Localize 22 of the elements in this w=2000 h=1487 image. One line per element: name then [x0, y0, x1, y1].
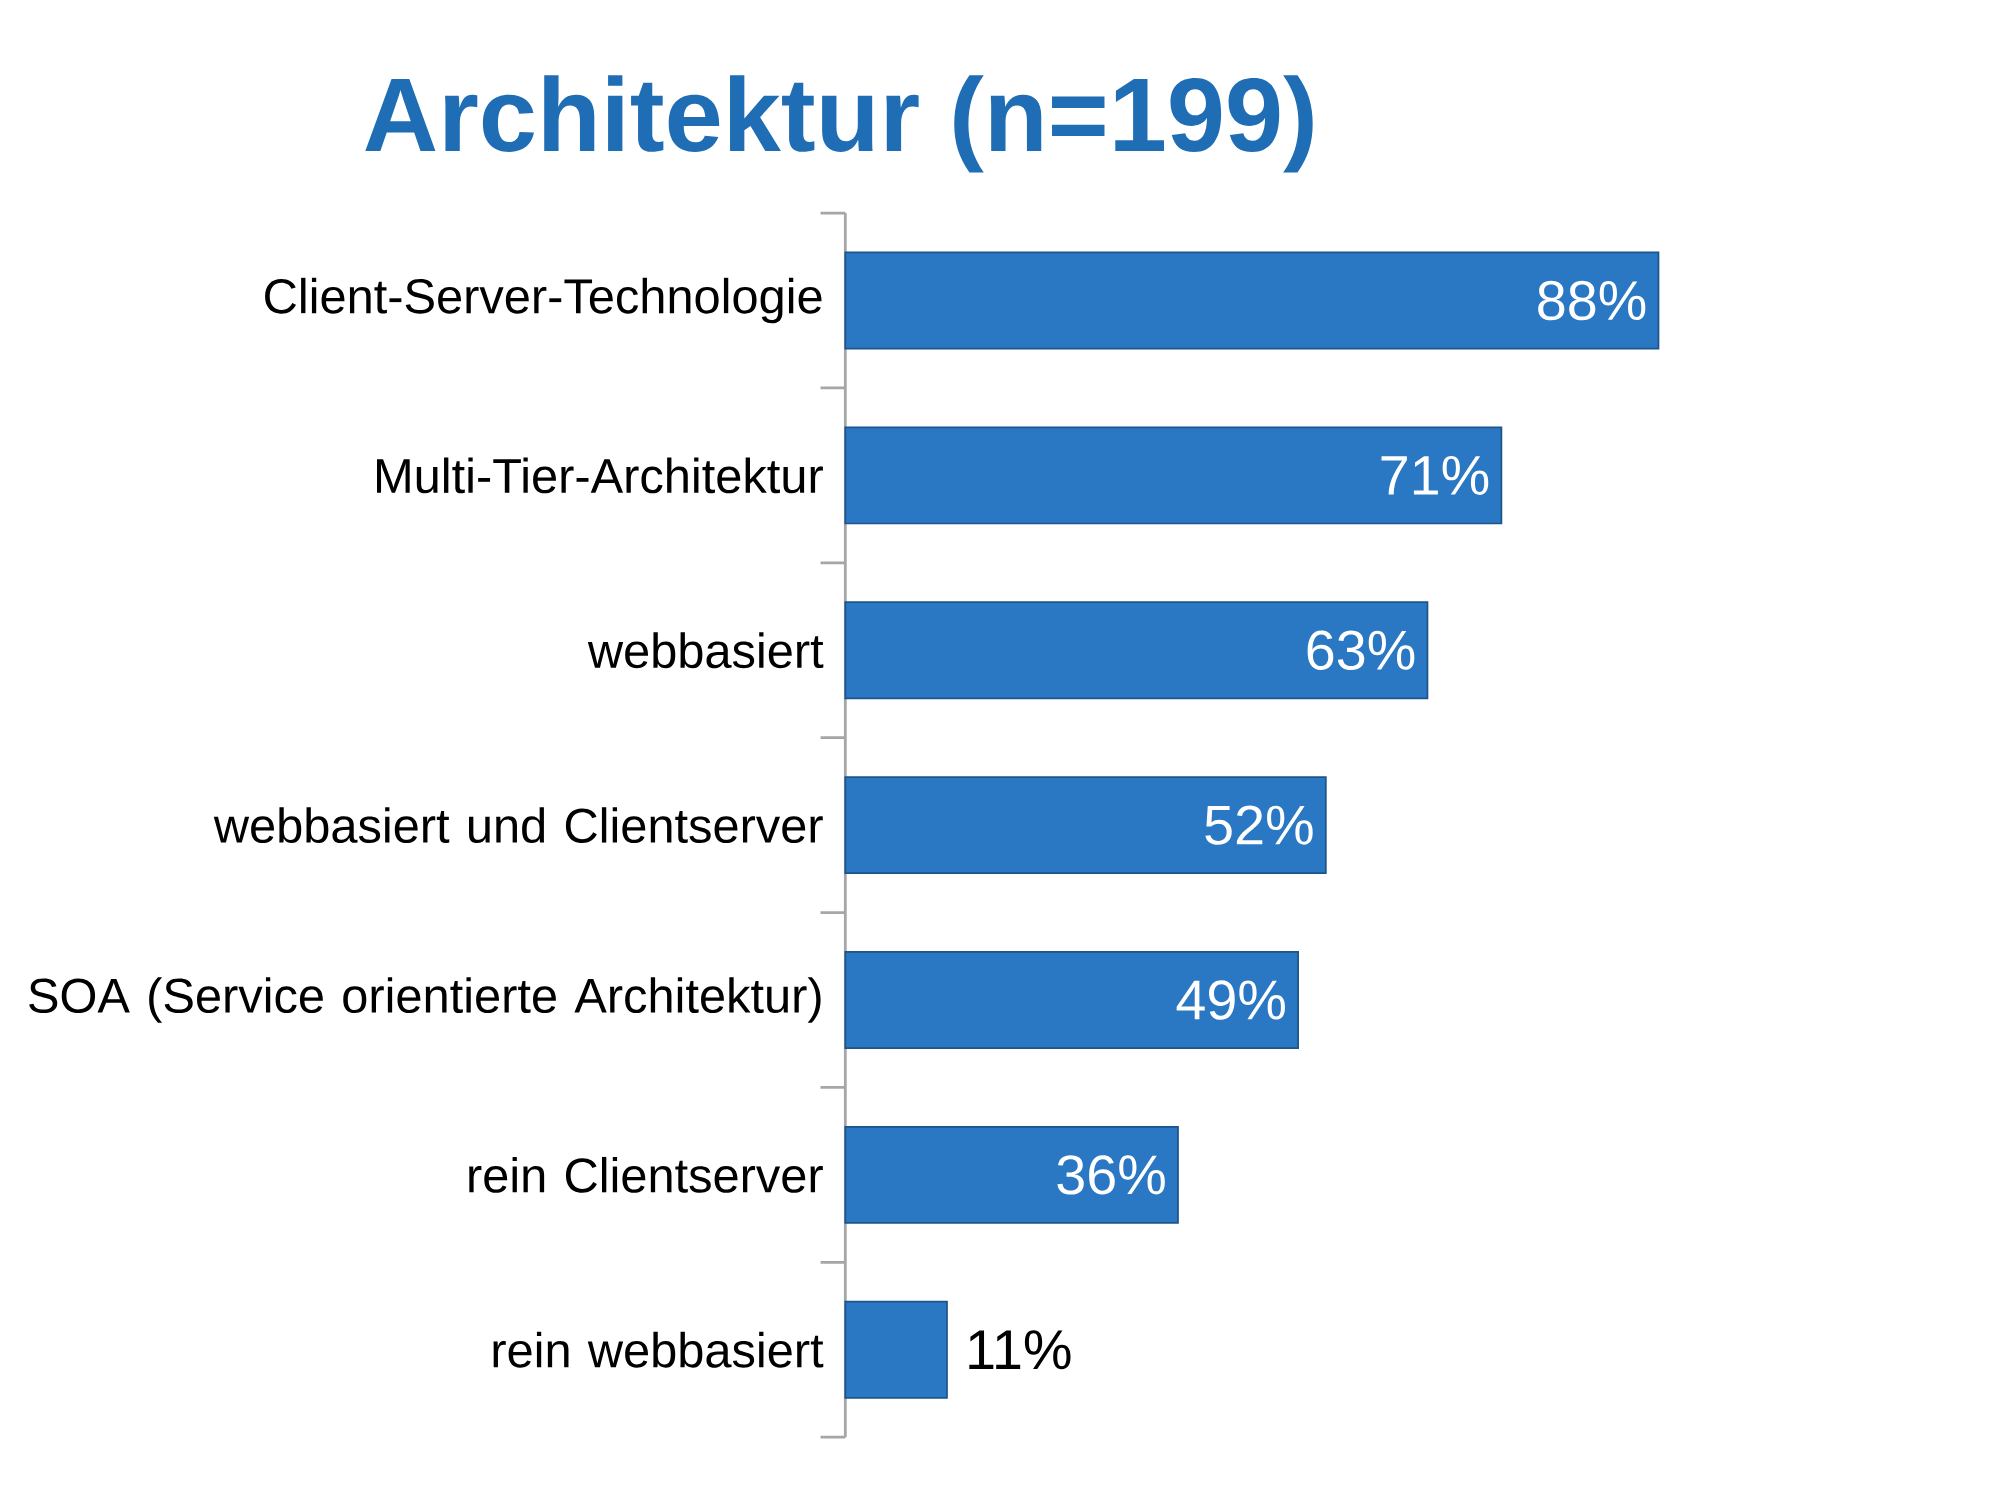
bar — [844, 776, 1327, 875]
bar — [844, 1300, 948, 1399]
bar — [844, 1126, 1179, 1224]
y-tick-label: rein webbasiert — [493, 1331, 824, 1368]
bar — [844, 251, 1660, 350]
y-tick-label: rein Clientserver — [469, 1157, 823, 1193]
chart-title: Architektur (n=199) — [365, 75, 1313, 173]
bar — [844, 426, 1503, 525]
y-tick-label: Client-Server-Technologie — [265, 277, 822, 324]
y-tick-label: webbasiert — [587, 632, 824, 669]
data-label: 49% — [1176, 980, 1285, 1020]
y-tick-label: SOA (Service orientierte Architektur) — [29, 977, 821, 1023]
y-tick-label: webbasiert und Clientserver — [213, 807, 823, 844]
bar — [844, 951, 1299, 1050]
data-label: 88% — [1538, 280, 1646, 321]
data-label: 11% — [969, 1330, 1071, 1370]
data-label: 52% — [1205, 805, 1313, 846]
bar — [844, 601, 1429, 700]
data-label: 71% — [1381, 456, 1489, 496]
data-label: 63% — [1307, 630, 1415, 671]
y-tick-label: Multi-Tier-Architektur — [377, 457, 823, 494]
data-label: 36% — [1057, 1155, 1165, 1195]
